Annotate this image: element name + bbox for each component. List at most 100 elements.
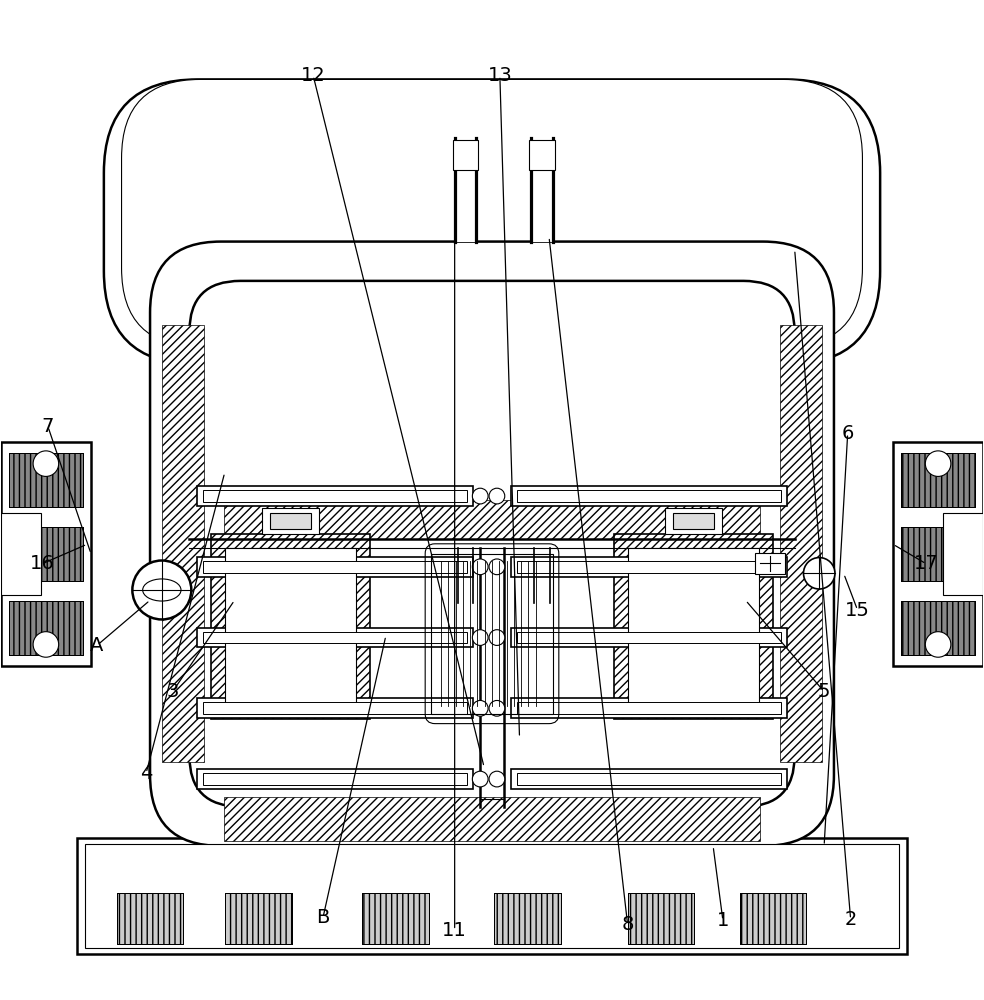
Bar — [203, 702, 467, 714]
Bar — [900, 453, 975, 507]
Circle shape — [489, 771, 505, 787]
Bar — [943, 513, 983, 595]
Bar — [628, 893, 695, 944]
Bar — [511, 628, 787, 647]
Bar — [9, 601, 84, 655]
Text: 1: 1 — [716, 911, 729, 930]
Bar — [517, 490, 781, 502]
Bar — [517, 702, 781, 714]
Circle shape — [472, 630, 488, 645]
Bar — [517, 632, 781, 643]
FancyBboxPatch shape — [150, 242, 834, 846]
Bar — [197, 698, 473, 718]
Bar — [511, 486, 787, 506]
Bar — [531, 138, 553, 242]
Bar — [511, 698, 787, 718]
Bar — [1, 442, 92, 666]
Circle shape — [804, 558, 835, 589]
Text: 4: 4 — [140, 764, 153, 783]
Bar — [224, 893, 291, 944]
Text: 13: 13 — [487, 66, 513, 85]
Bar — [362, 893, 429, 944]
Bar — [262, 508, 319, 534]
Bar — [673, 513, 714, 529]
Bar — [223, 500, 761, 539]
Bar — [78, 838, 906, 954]
Bar — [9, 453, 84, 507]
Bar — [529, 140, 555, 170]
Bar — [9, 527, 84, 581]
Bar — [517, 773, 781, 785]
Bar — [780, 325, 823, 762]
Circle shape — [33, 451, 59, 476]
Text: 12: 12 — [301, 66, 326, 85]
Bar — [270, 513, 311, 529]
Bar — [9, 453, 84, 507]
Bar — [223, 797, 761, 841]
Bar — [517, 561, 781, 573]
Bar — [665, 508, 722, 534]
Text: 5: 5 — [818, 682, 830, 701]
Bar — [628, 893, 695, 944]
Circle shape — [925, 632, 951, 657]
Circle shape — [472, 488, 488, 504]
Bar — [211, 534, 370, 719]
Circle shape — [472, 700, 488, 716]
Bar — [740, 893, 807, 944]
Bar — [740, 893, 807, 944]
Bar — [511, 557, 787, 577]
Bar — [494, 893, 561, 944]
Bar — [9, 601, 84, 655]
Bar — [614, 534, 773, 719]
Bar — [197, 557, 473, 577]
Bar — [900, 601, 975, 655]
Circle shape — [33, 632, 59, 657]
Text: B: B — [316, 908, 330, 927]
Bar — [9, 527, 84, 581]
Bar — [362, 893, 429, 944]
Bar — [756, 553, 785, 574]
Bar — [203, 490, 467, 502]
Bar — [197, 486, 473, 506]
Bar — [453, 140, 478, 170]
Text: 6: 6 — [841, 424, 854, 443]
Circle shape — [489, 559, 505, 575]
FancyBboxPatch shape — [122, 79, 862, 347]
Bar — [203, 561, 467, 573]
Bar — [431, 554, 553, 714]
Bar — [224, 893, 291, 944]
Bar — [900, 527, 975, 581]
Text: 17: 17 — [914, 554, 939, 573]
Bar — [900, 601, 975, 655]
Bar — [900, 453, 975, 507]
Text: 3: 3 — [166, 682, 179, 701]
Bar — [86, 844, 898, 948]
Bar — [203, 632, 467, 643]
Circle shape — [472, 559, 488, 575]
Circle shape — [489, 488, 505, 504]
Bar — [197, 628, 473, 647]
Circle shape — [489, 700, 505, 716]
Circle shape — [472, 771, 488, 787]
Text: A: A — [91, 636, 103, 655]
Bar — [224, 548, 356, 705]
Bar — [892, 442, 983, 666]
Text: 16: 16 — [30, 554, 54, 573]
Circle shape — [925, 451, 951, 476]
Text: 11: 11 — [442, 921, 467, 940]
Text: 7: 7 — [41, 417, 54, 436]
Circle shape — [489, 630, 505, 645]
Bar — [117, 893, 183, 944]
Text: 8: 8 — [622, 915, 634, 934]
Bar — [628, 548, 760, 705]
Text: 15: 15 — [845, 601, 870, 620]
Bar — [197, 769, 473, 789]
Bar — [161, 325, 204, 762]
FancyBboxPatch shape — [104, 79, 880, 364]
FancyBboxPatch shape — [189, 281, 795, 807]
Text: 2: 2 — [844, 910, 857, 929]
Bar — [494, 893, 561, 944]
Bar — [1, 513, 41, 595]
Bar — [203, 773, 467, 785]
Bar — [511, 769, 787, 789]
